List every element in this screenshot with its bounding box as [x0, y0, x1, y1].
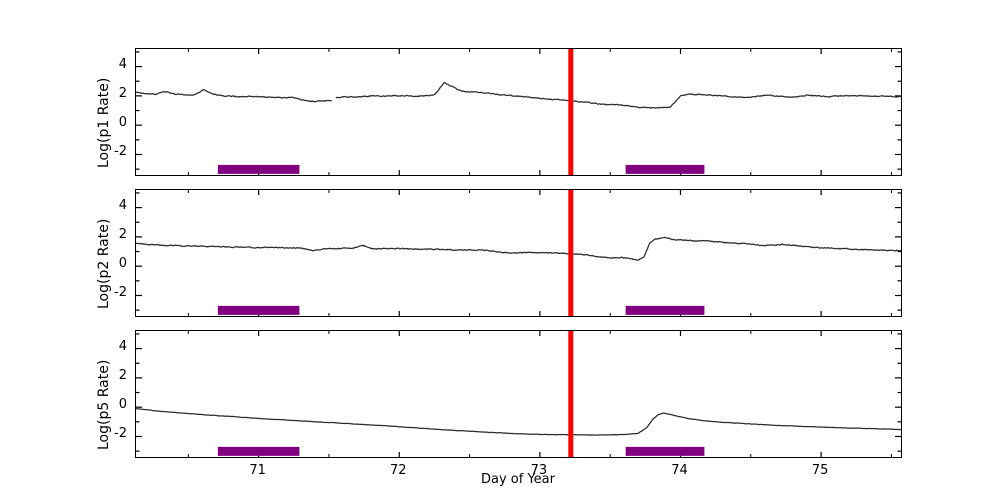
y-tick-label: -2 — [114, 144, 127, 160]
y-tick-label: -2 — [114, 426, 127, 442]
x-axis-label: Day of Year — [481, 472, 555, 487]
y-tick-label: -2 — [114, 285, 127, 301]
x-tick-label: 72 — [389, 463, 407, 478]
y-tick-label: 2 — [118, 85, 127, 101]
plot-area-p2 — [136, 190, 901, 316]
y-tick-label: 4 — [118, 56, 127, 72]
y-tick-label: 0 — [118, 256, 127, 272]
subplot-panel-p1 — [135, 48, 902, 176]
x-tick-label: 74 — [671, 463, 688, 478]
x-tick-label: 73 — [530, 463, 548, 478]
y-tick-label: 0 — [118, 115, 127, 131]
y-tick-label: 2 — [118, 367, 127, 383]
subplot-panel-p2 — [135, 189, 902, 317]
y-tick-label: 4 — [118, 338, 127, 354]
x-tick-label: 75 — [811, 463, 829, 478]
x-tick-label: 71 — [249, 463, 266, 478]
y-tick-label: 0 — [118, 397, 127, 413]
subplot-panel-p5 — [135, 330, 902, 458]
plot-area-p5 — [136, 331, 901, 457]
y-tick-label: 4 — [118, 197, 127, 213]
plot-area-p1 — [136, 49, 901, 175]
y-tick-label: 2 — [118, 226, 127, 242]
